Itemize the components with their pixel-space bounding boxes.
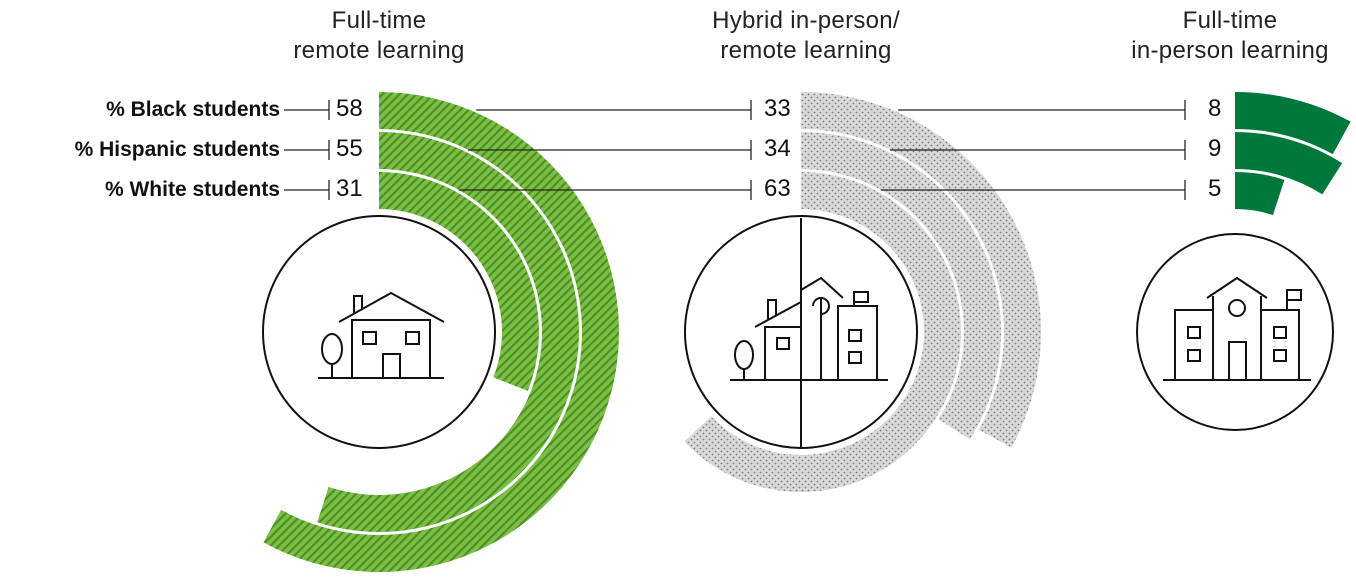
radial-bar bbox=[801, 132, 1001, 440]
radial-bar bbox=[1235, 172, 1285, 216]
radial-bars bbox=[263, 92, 1351, 572]
radial-bar bbox=[1235, 132, 1343, 195]
leader-lines bbox=[284, 100, 1186, 200]
radial-bar bbox=[263, 92, 619, 572]
school-icon bbox=[1136, 233, 1334, 431]
radial-bar bbox=[801, 92, 1042, 448]
hybrid-house-school-icon bbox=[684, 215, 918, 449]
radial-bar bbox=[1235, 92, 1351, 155]
radial-bar bbox=[379, 172, 539, 391]
radial-bar bbox=[684, 172, 961, 492]
house-icon bbox=[262, 215, 496, 449]
radial-bar bbox=[317, 132, 579, 533]
